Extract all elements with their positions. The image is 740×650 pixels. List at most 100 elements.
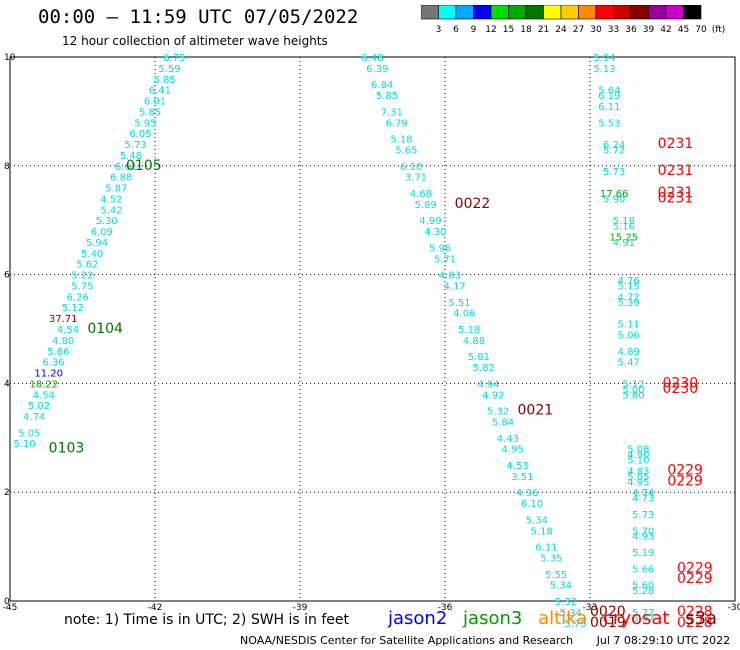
color-scale-label: 39 xyxy=(643,25,655,35)
wave-height-label: 5.64 xyxy=(598,86,620,97)
wave-height-label: 5.18 xyxy=(613,216,635,227)
x-tick-label: -36 xyxy=(438,603,453,613)
wave-height-label: 5.00 xyxy=(622,385,644,396)
wave-height-label: 5.59 xyxy=(158,64,180,75)
wave-height-label: 5.80 xyxy=(622,390,644,401)
credit-line: NOAA/NESDIS Center for Satellite Applica… xyxy=(240,634,740,647)
pass-time-label: 0230 xyxy=(663,375,699,391)
wave-height-label: 6.36 xyxy=(42,358,64,369)
wave-height-label: 5.02 xyxy=(28,401,50,412)
pass-time-label: 0229 xyxy=(677,560,713,576)
wave-height-label: 5.66 xyxy=(47,347,69,358)
color-scale-bar: 3 6 9 12 15 18 21 24 27 30 33 36 39 42 45 70 (ft) xyxy=(421,5,726,35)
wave-height-label: 5.08 xyxy=(627,445,649,456)
wave-height-label: 6.61 xyxy=(115,162,137,173)
wave-height-label: 5.34 xyxy=(560,608,582,619)
wave-height-label: 6.84 xyxy=(371,80,393,91)
color-scale-label: 45 xyxy=(678,25,689,35)
wave-height-label: 5.85 xyxy=(154,75,176,86)
color-scale-label: 42 xyxy=(660,25,671,35)
wave-height-label: 5.28 xyxy=(632,586,654,597)
wave-height-label: 3.51 xyxy=(511,472,533,483)
wave-height-label: 4.91 xyxy=(613,238,635,249)
wave-height-label: 6.11 xyxy=(598,102,620,113)
wave-height-label: 5.95 xyxy=(134,118,156,129)
legend-cryosat: cryosat xyxy=(603,608,670,629)
wave-height-label: 5.70 xyxy=(632,526,654,537)
wave-height-label: 5.85 xyxy=(139,107,161,118)
wave-height-label: 4.95 xyxy=(502,445,524,456)
wave-height-label: 5.87 xyxy=(105,184,127,195)
wave-height-label: 5.75 xyxy=(71,281,93,292)
legend-jason2: jason2 xyxy=(388,608,448,629)
wave-height-label: 6.48 xyxy=(361,53,383,64)
pass-time-label: 0228 xyxy=(677,604,713,620)
wave-height-label: 4.52 xyxy=(100,194,122,205)
credit-timestamp: Jul 7 08:29:10 UTC 2022 xyxy=(596,634,731,647)
x-tick-label: -45 xyxy=(3,603,18,613)
wave-height-label: 4.83 xyxy=(439,271,461,282)
chart-subtitle: 12 hour collection of altimeter wave hei… xyxy=(62,34,328,48)
wave-height-label: 4.90 xyxy=(627,450,649,461)
wave-height-label: 5.85 xyxy=(376,91,398,102)
pass-time-label: 0105 xyxy=(126,158,162,174)
wave-height-label: 5.15 xyxy=(618,281,640,292)
wave-height-label: 17.66 xyxy=(600,189,629,200)
wave-height-label: 5.35 xyxy=(540,553,562,564)
color-scale-label: 6 xyxy=(453,25,459,35)
wave-height-label: 37.71 xyxy=(49,314,78,325)
y-tick-label: 2 xyxy=(4,488,10,498)
wave-height-label: 5.66 xyxy=(632,564,654,575)
wave-height-label: 6.39 xyxy=(366,64,388,75)
x-tick-label: -30 xyxy=(728,603,740,613)
y-tick-label: 0 xyxy=(4,597,10,607)
wave-height-label: 4.43 xyxy=(497,434,519,445)
wave-height-label: 5.40 xyxy=(81,249,103,260)
wave-height-label: 5.34 xyxy=(526,515,548,526)
pass-time-label: 0019 xyxy=(590,615,626,631)
color-scale-label: 21 xyxy=(538,25,549,35)
wave-height-label: 4.74 xyxy=(23,412,45,423)
wave-height-label: 5.81 xyxy=(468,352,490,363)
color-scale-label: 24 xyxy=(555,25,567,35)
wave-height-label: 5.84 xyxy=(492,417,514,428)
wave-height-label: 4.99 xyxy=(419,216,441,227)
wave-height-label: 15.25 xyxy=(610,233,639,244)
x-tick-label: -33 xyxy=(583,603,598,613)
color-scale-label: 9 xyxy=(471,25,477,35)
wave-height-label: 4.53 xyxy=(506,461,528,472)
color-scale-label: 70 xyxy=(695,25,707,35)
wave-height-label: 5.62 xyxy=(76,260,98,271)
wave-height-label: 4.80 xyxy=(52,336,74,347)
color-scale-label: 27 xyxy=(573,25,584,35)
pass-time-label: 0231 xyxy=(658,185,694,201)
wave-height-label: 4.72 xyxy=(618,292,640,303)
color-scale-label: 3 xyxy=(436,25,442,35)
wave-height-label: 5.06 xyxy=(618,330,640,341)
color-scale-label: (ft) xyxy=(712,25,726,35)
wave-height-label: 5.18 xyxy=(390,135,412,146)
wave-height-label: 4.89 xyxy=(618,347,640,358)
wave-height-label: 5.05 xyxy=(627,472,649,483)
wave-height-label: 5.19 xyxy=(632,548,654,559)
wave-height-label: 5.72 xyxy=(603,145,625,156)
wave-height-label: 5.12 xyxy=(62,303,84,314)
wave-height-label: 5.32 xyxy=(555,597,577,608)
wave-height-label: 6.11 xyxy=(535,543,557,554)
wave-height-label: 7.31 xyxy=(381,107,403,118)
wave-height-label: 18.22 xyxy=(30,379,59,390)
wave-height-label: 6.75 xyxy=(163,53,185,64)
wave-height-label: 4.94 xyxy=(477,379,499,390)
wave-height-label: 6.10 xyxy=(521,499,543,510)
wave-height-label: 4.06 xyxy=(453,309,475,320)
wave-height-label: 6.24 xyxy=(603,140,625,151)
wave-height-label: 5.89 xyxy=(415,200,437,211)
wave-height-label: 6.01 xyxy=(144,97,166,108)
wave-height-label: 5.18 xyxy=(458,325,480,336)
footer-note: note: 1) Time is in UTC; 2) SWH is in fe… xyxy=(64,612,350,628)
wave-height-label: 6.79 xyxy=(386,118,408,129)
chart-title: 00:00 – 11:59 UTC 07/05/2022 xyxy=(38,6,359,28)
wave-height-label: 5.77 xyxy=(632,608,654,619)
wave-height-label: 6.10 xyxy=(400,162,422,173)
wave-height-label: 5.73 xyxy=(125,140,147,151)
